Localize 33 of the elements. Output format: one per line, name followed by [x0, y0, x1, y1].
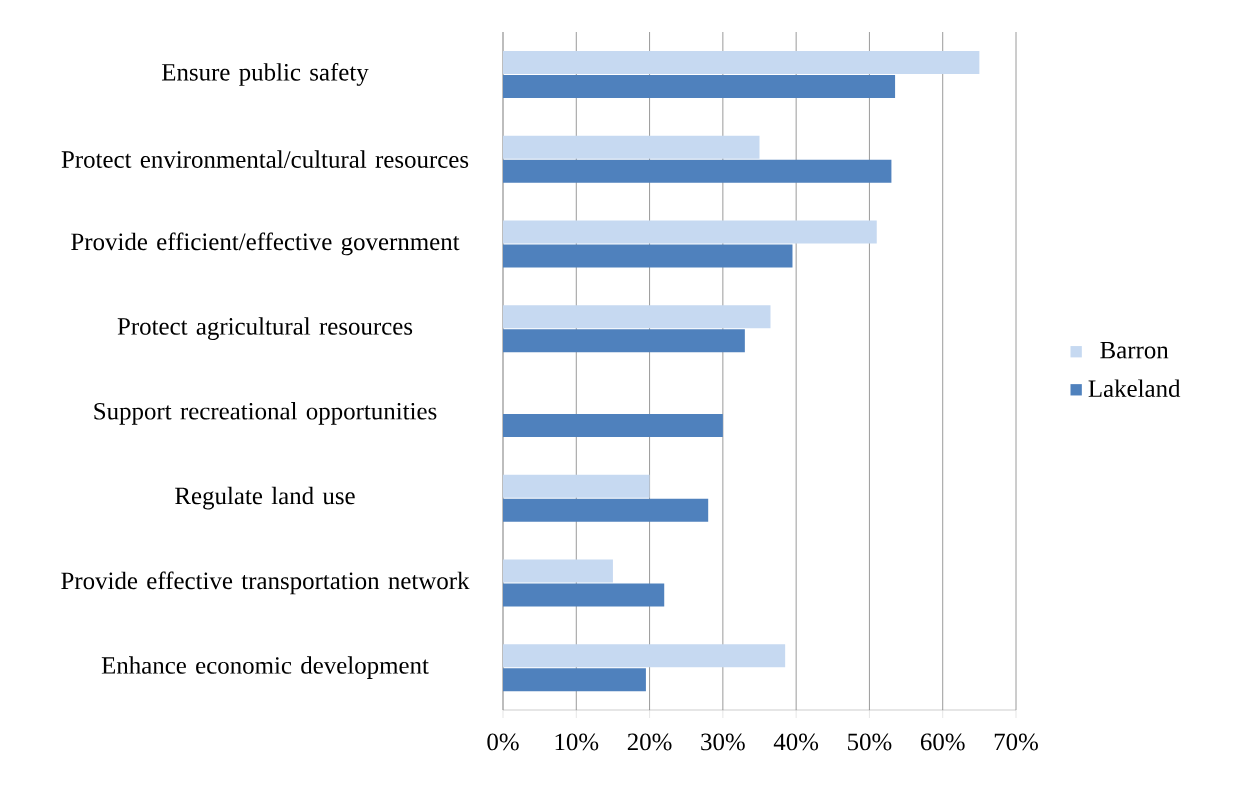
bar	[503, 498, 709, 522]
bar	[503, 329, 745, 353]
y-tick-label: Enhance economic development	[101, 656, 429, 679]
bar	[503, 135, 760, 159]
bar	[503, 244, 793, 268]
x-tick-label: 40%	[773, 733, 819, 751]
legend-label: Lakeland	[1088, 379, 1181, 398]
bar	[503, 50, 980, 74]
y-tick-label: Regulate land use	[175, 486, 355, 510]
x-tick-label: 70%	[994, 733, 1038, 751]
bar	[503, 583, 665, 607]
y-tick-label: Provide efficient/effective government	[71, 232, 460, 256]
bar	[503, 159, 892, 183]
y-tick-label: Protect agricultural resources	[117, 317, 413, 340]
bar	[503, 220, 877, 244]
bar	[503, 644, 786, 668]
y-tick-label: Protect environmental/cultural resources	[61, 150, 469, 168]
bar	[503, 474, 650, 498]
bar	[503, 668, 646, 692]
bar	[503, 413, 723, 437]
x-tick-label: 20%	[627, 733, 672, 751]
bar	[503, 74, 896, 98]
y-tick-label: Support recreational opportunities	[94, 402, 437, 425]
y-tick-label: Ensure public safety	[161, 62, 369, 86]
bar	[503, 559, 613, 583]
x-tick-label: 0%	[487, 733, 519, 751]
x-tick-label: 60%	[920, 733, 965, 751]
x-tick-label: 50%	[848, 733, 892, 751]
y-tick-label: Provide effective transportation network	[61, 571, 470, 595]
bar	[503, 305, 771, 329]
x-tick-label: 10%	[555, 733, 599, 751]
legend-label: Barron	[1100, 341, 1169, 359]
x-tick-label: 30%	[701, 733, 745, 751]
